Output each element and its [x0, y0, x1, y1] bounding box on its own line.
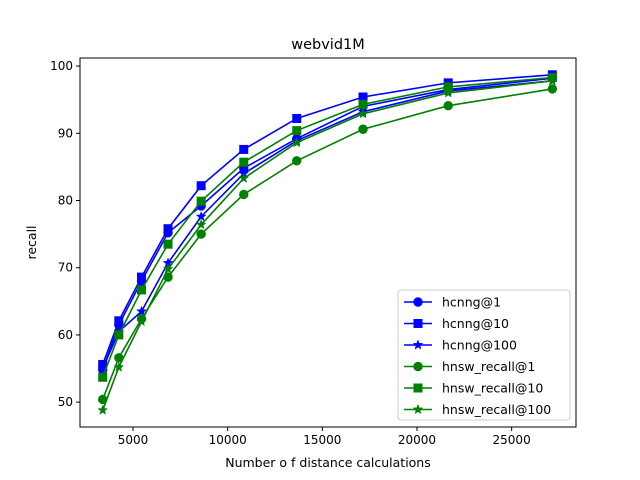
legend-label-hnsw-recall-1: hnsw_recall@1	[442, 359, 535, 374]
x-tick-label: 25000	[493, 433, 531, 447]
series-line-hcnng-100	[101, 80, 553, 369]
data-point-hcnng-10	[358, 92, 368, 102]
data-point-hnsw-recall-10	[292, 126, 302, 136]
y-tick-label: 60	[58, 328, 73, 342]
series-line-hnsw-recall-100	[101, 80, 553, 411]
y-axis-label: recall	[24, 225, 39, 259]
data-point-hnsw-recall-100	[546, 75, 558, 86]
data-point-hnsw-recall-10	[98, 372, 108, 382]
y-tick-label: 80	[58, 193, 73, 207]
data-point-hnsw-recall-1	[292, 156, 302, 166]
plot-frame	[79, 57, 577, 428]
data-point-hnsw-recall-10	[196, 196, 206, 206]
data-point-hnsw-recall-10	[114, 330, 124, 340]
legend-marker-hcnng-1	[413, 297, 423, 307]
chart-title: webvid1M	[291, 37, 365, 53]
data-point-hcnng-10	[196, 181, 206, 191]
data-point-hcnng-100	[136, 305, 147, 317]
data-point-hcnng-10	[137, 272, 147, 282]
data-point-hnsw-recall-100	[136, 315, 147, 327]
legend-label-hcnng-1: hcnng@1	[442, 295, 501, 310]
data-point-hnsw-recall-100	[291, 136, 303, 148]
series-hnsw-recall-100	[97, 75, 558, 415]
data-point-hcnng-10	[114, 316, 124, 326]
data-point-hcnng-10	[292, 113, 302, 123]
data-point-hnsw-recall-10	[239, 157, 249, 167]
legend-label-hnsw-recall-100: hnsw_recall@100	[442, 402, 551, 417]
series-line-hnsw-recall-10	[101, 76, 553, 378]
legend-label-hcnng-100: hcnng@100	[442, 338, 517, 353]
legend-marker-hnsw-recall-100	[412, 403, 424, 415]
legend-label-hnsw-recall-10: hnsw_recall@10	[442, 381, 543, 396]
y-tick-label: 50	[58, 395, 73, 409]
data-point-hnsw-recall-10	[358, 99, 368, 109]
data-point-hnsw-recall-1	[547, 84, 558, 94]
data-point-hnsw-recall-100	[442, 87, 454, 98]
legend-label-hcnng-10: hcnng@10	[442, 316, 509, 331]
legend-marker-hcnng-100	[412, 339, 424, 350]
series-line-hnsw-recall-1	[101, 88, 553, 400]
data-point-hnsw-recall-100	[357, 108, 369, 119]
legend-marker-hcnng-10	[413, 319, 423, 328]
x-tick-label: 20000	[398, 433, 436, 447]
y-tick-label: 90	[58, 126, 73, 140]
data-point-hnsw-recall-100	[97, 404, 109, 415]
data-point-hnsw-recall-10	[163, 239, 173, 249]
legend-marker-hnsw-recall-10	[413, 383, 423, 393]
data-point-hnsw-recall-100	[162, 263, 174, 274]
data-point-hnsw-recall-10	[137, 285, 147, 295]
series-line-hcnng-1	[101, 77, 553, 371]
data-point-hnsw-recall-1	[443, 101, 453, 111]
data-point-hcnng-10	[239, 144, 249, 154]
y-tick-label: 70	[58, 261, 73, 275]
legend: hcnng@1 hcnng@10 hcnng@100 hnsw_recall@1hns…	[397, 289, 571, 421]
data-point-hnsw-recall-100	[113, 361, 125, 372]
data-point-hnsw-recall-1	[358, 124, 368, 134]
legend-box	[397, 289, 571, 421]
series-hnsw-recall-10	[98, 72, 557, 382]
series-line-hcnng-10	[101, 74, 553, 365]
y-tick-label: 100	[50, 59, 73, 73]
x-tick-label: 10000	[209, 433, 247, 447]
x-axis-label: Number o f distance calculations	[225, 455, 431, 470]
legend-marker-hnsw-recall-1	[413, 361, 423, 372]
x-tick-label: 15000	[303, 433, 341, 447]
data-point-hcnng-10	[163, 224, 173, 234]
data-point-hcnng-100	[195, 210, 207, 222]
data-point-hnsw-recall-100	[238, 172, 250, 183]
axes: 5000 10000 15000 20000 25000 50 60 70 80 90 100	[50, 57, 577, 447]
data-point-hnsw-recall-100	[195, 218, 207, 230]
x-tick-label: 5000	[118, 433, 149, 447]
plot-area	[97, 70, 558, 415]
data-point-hnsw-recall-1	[196, 229, 206, 239]
data-point-hnsw-recall-1	[239, 189, 249, 200]
